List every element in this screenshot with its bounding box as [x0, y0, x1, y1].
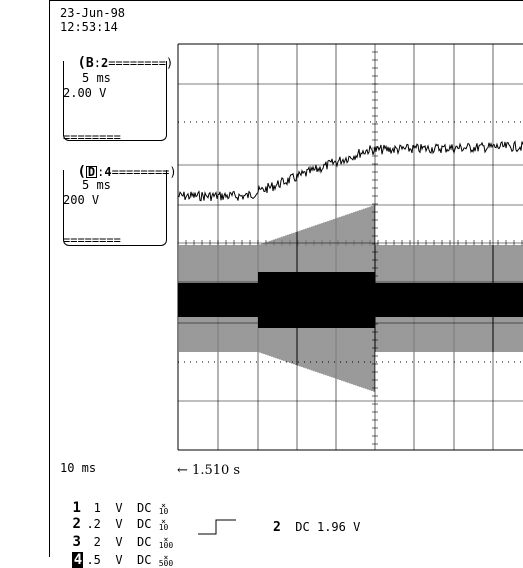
trace-b-timebase: 5 ms: [82, 71, 111, 85]
channel-2-coupling: DC: [137, 517, 152, 531]
date-label: 23-Jun-98: [60, 6, 126, 20]
rising-edge-icon: [198, 519, 236, 535]
trace-b-channel: 2: [100, 56, 109, 70]
channel-1-scale: 1: [86, 501, 101, 515]
trace-b-box: [63, 61, 167, 141]
trace-d-separator: ========: [111, 165, 170, 179]
channel-1-probe: 10: [158, 506, 169, 516]
channel-1-num: 1: [72, 500, 81, 516]
trigger-readout[interactable]: 2 DC 1.96 V: [273, 520, 361, 535]
trace-b-waveform: [177, 140, 523, 202]
delay-readout: ← 1.510 s: [177, 464, 240, 477]
channel-3-unit: V: [115, 535, 123, 549]
channel-2-unit: V: [115, 517, 123, 531]
trigger-level: 1.96 V: [316, 520, 361, 534]
trace-b-id: B: [85, 56, 94, 71]
trigger-source: 2: [273, 520, 281, 535]
trace-d-id: D: [85, 165, 98, 179]
trace-b-volts: 2.00 V: [63, 86, 107, 100]
channel-row-2[interactable]: 2.2 V DC × 10: [58, 502, 168, 532]
channel-4-scale: .5: [86, 553, 101, 567]
channel-4-coupling: DC: [137, 553, 152, 567]
channel-3-probe: 100: [158, 540, 174, 550]
channel-3-coupling: DC: [137, 535, 152, 549]
channel-3-num: 3: [72, 534, 81, 550]
trace-d-channel: 4: [104, 165, 112, 179]
channel-4-unit: V: [115, 553, 123, 567]
channel-1-unit: V: [115, 501, 123, 515]
left-frame-line: [49, 0, 50, 557]
trigger-coupling: DC: [295, 520, 310, 534]
channel-4-num: 4: [72, 552, 84, 568]
delay-value: 1.510 s: [192, 463, 241, 478]
left-arrow-icon: ←: [177, 463, 188, 478]
timebase-label: 10 ms: [60, 461, 97, 475]
channel-1-coupling: DC: [137, 501, 152, 515]
channel-2-probe: 10: [158, 522, 169, 532]
channel-row-4[interactable]: 4.5 V DC × 500: [58, 538, 173, 568]
top-frame-line: [49, 0, 523, 1]
trace-d-volts: 200 V: [63, 193, 100, 207]
channel-4-probe: 500: [158, 558, 174, 568]
trace-d-timebase: 5 ms: [82, 178, 111, 192]
trace-d-footer: ========: [63, 233, 121, 247]
trace-d-box: [63, 170, 167, 246]
channel-3-scale: 2: [86, 535, 101, 549]
channel-2-probe-x: ×: [161, 516, 166, 526]
channel-row-3[interactable]: 3 2 V DC × 100: [58, 520, 173, 550]
channel-3-probe-x: ×: [163, 534, 169, 544]
channel-row-1[interactable]: 1 1 V DC × 10: [58, 486, 168, 516]
channel-2-num: 2: [72, 516, 81, 532]
trace-b-separator: ========: [108, 56, 166, 70]
time-label: 12:53:14: [60, 20, 118, 34]
trace-d-header[interactable]: (D:4========): [77, 164, 177, 180]
channel-1-probe-x: ×: [161, 500, 166, 510]
trace-b-header[interactable]: (B:2========): [77, 55, 174, 71]
trace-b-footer: ========: [63, 130, 121, 144]
trace-d-waveform: [177, 205, 523, 392]
channel-2-scale: .2: [86, 517, 101, 531]
